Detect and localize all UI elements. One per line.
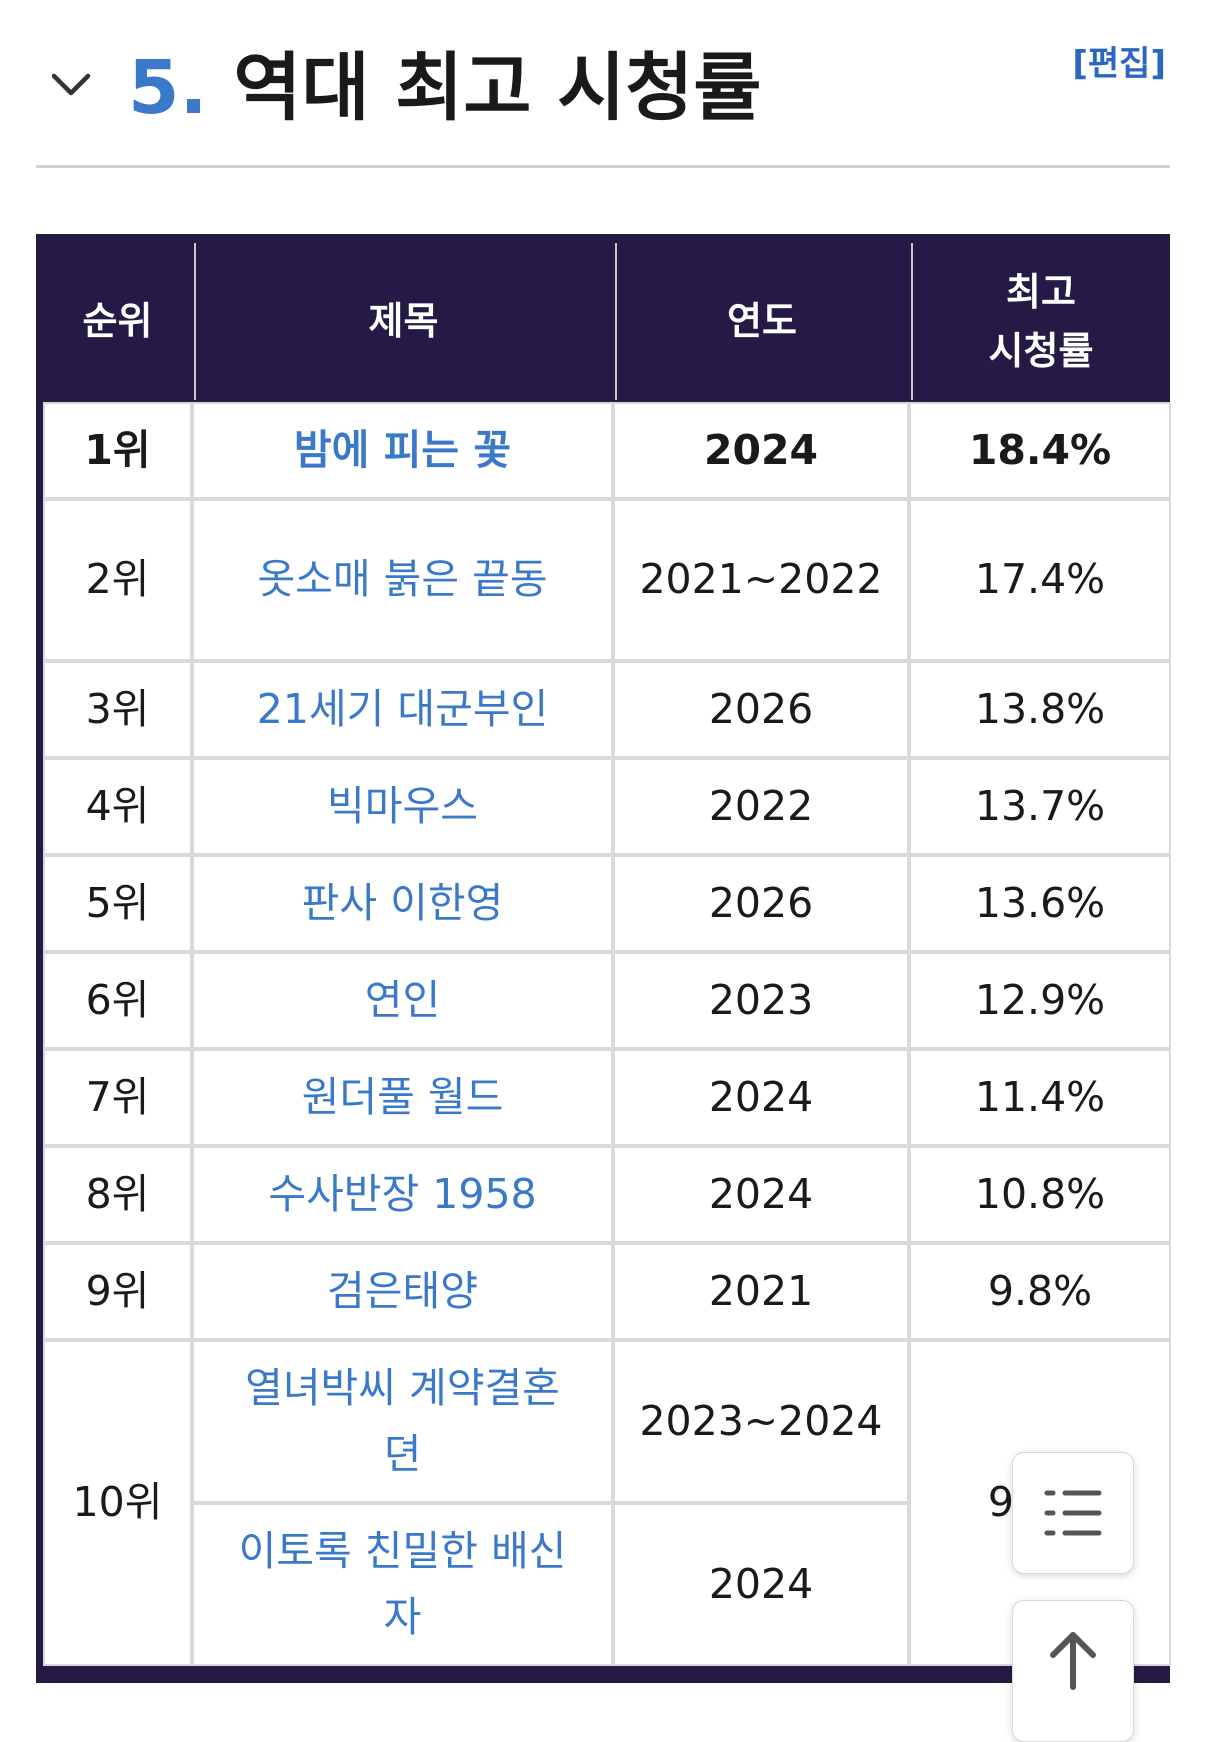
title-link[interactable]: 연인: [194, 954, 611, 1047]
title-link[interactable]: 검은태양: [194, 1245, 611, 1338]
rating-cell: 18.4%: [911, 404, 1169, 497]
rank-cell: 3위: [45, 663, 190, 756]
table-row: 이토록 친밀한 배신자 2024: [45, 1505, 1169, 1664]
year-cell: 2023~2024: [615, 1342, 907, 1501]
section-title-text: 역대 최고 시청률: [233, 45, 762, 131]
year-cell: 2021~2022: [615, 501, 907, 659]
rating-cell: 13.6%: [911, 857, 1169, 950]
year-cell: 2024: [615, 1505, 907, 1664]
rank-cell: 4위: [45, 760, 190, 853]
rank-cell: 8위: [45, 1148, 190, 1241]
divider: [36, 165, 1170, 168]
year-cell: 2026: [615, 663, 907, 756]
title-link[interactable]: 열녀박씨 계약결혼뎐: [194, 1342, 611, 1501]
rank-cell: 7위: [45, 1051, 190, 1144]
rank-cell: 10위: [45, 1342, 190, 1664]
section-title: 5. 역대 최고 시청률: [128, 44, 761, 133]
table-row: 2위 옷소매 붉은 끝동 2021~2022 17.4%: [45, 501, 1169, 659]
year-cell: 2021: [615, 1245, 907, 1338]
title-link[interactable]: 밤에 피는 꽃: [194, 404, 611, 497]
table-row: 6위 연인 2023 12.9%: [45, 954, 1169, 1047]
header-rating-line1: 최고: [1006, 269, 1076, 314]
table-row: 3위 21세기 대군부인 2026 13.8%: [45, 663, 1169, 756]
year-text: 2023~2024: [639, 1396, 883, 1445]
rank-cell: 1위: [45, 404, 190, 497]
rank-cell: 9위: [45, 1245, 190, 1338]
table-row: 10위 열녀박씨 계약결혼뎐 2023~2024 9.6%: [45, 1342, 1169, 1664]
section-header: 5. 역대 최고 시청률 [편집]: [0, 0, 1206, 170]
arrow-up-icon: [1050, 1632, 1096, 1690]
year-text: 2021~2022: [639, 555, 883, 604]
title-link[interactable]: 원더풀 월드: [194, 1051, 611, 1144]
header-year: 연도: [615, 243, 907, 400]
rank-cell: 5위: [45, 857, 190, 950]
title-link[interactable]: 이토록 친밀한 배신자: [194, 1505, 611, 1664]
table-row: 8위 수사반장 1958 2024 10.8%: [45, 1148, 1169, 1241]
title-text: 열녀박씨 계약결혼뎐: [245, 1363, 560, 1478]
section-number: 5.: [128, 45, 208, 131]
title-link[interactable]: 21세기 대군부인: [194, 663, 611, 756]
year-cell: 2026: [615, 857, 907, 950]
title-text: 이토록 친밀한 배신자: [238, 1526, 567, 1641]
title-link[interactable]: 빅마우스: [194, 760, 611, 853]
table-row: 1위 밤에 피는 꽃 2024 18.4%: [45, 404, 1169, 497]
title-link[interactable]: 판사 이한영: [194, 857, 611, 950]
edit-link[interactable]: [편집]: [1072, 44, 1166, 84]
title-link[interactable]: 옷소매 붉은 끝동: [194, 501, 611, 659]
rating-cell: 10.8%: [911, 1148, 1169, 1241]
rating-cell: 9.8%: [911, 1245, 1169, 1338]
rating-cell: 11.4%: [911, 1051, 1169, 1144]
table-row: 4위 빅마우스 2022 13.7%: [45, 760, 1169, 853]
title-link[interactable]: 수사반장 1958: [194, 1148, 611, 1241]
header-rating-line2: 시청률: [988, 328, 1094, 373]
rank-cell: 6위: [45, 954, 190, 1047]
year-cell: 2024: [615, 1051, 907, 1144]
header-rank: 순위: [45, 243, 190, 400]
scroll-top-button[interactable]: [1012, 1600, 1134, 1742]
year-cell: 2022: [615, 760, 907, 853]
rating-cell: 17.4%: [911, 501, 1169, 659]
header-title: 제목: [194, 243, 611, 400]
table-row: 5위 판사 이한영 2026 13.6%: [45, 857, 1169, 950]
year-cell: 2024: [615, 1148, 907, 1241]
rating-cell: 13.8%: [911, 663, 1169, 756]
rating-cell: 13.7%: [911, 760, 1169, 853]
table-row: 9위 검은태양 2021 9.8%: [45, 1245, 1169, 1338]
toc-button[interactable]: [1012, 1452, 1134, 1574]
rating-cell: 12.9%: [911, 954, 1169, 1047]
table-row: 7위 원더풀 월드 2024 11.4%: [45, 1051, 1169, 1144]
list-icon: [1044, 1490, 1102, 1536]
year-cell: 2023: [615, 954, 907, 1047]
year-cell: 2024: [615, 404, 907, 497]
chevron-down-icon[interactable]: [48, 62, 94, 108]
rank-cell: 2위: [45, 501, 190, 659]
